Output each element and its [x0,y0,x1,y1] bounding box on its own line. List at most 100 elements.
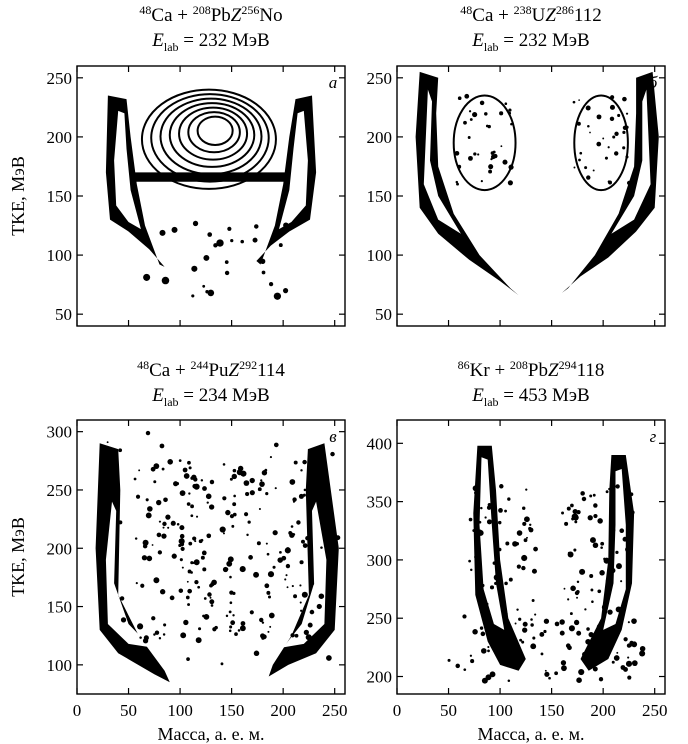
scatter-blob [261,270,266,275]
scatter-blob [272,565,276,569]
scatter-blob [470,659,475,664]
scatter-blob [135,654,141,661]
reaction-title-part: 86 [458,358,470,372]
scatter-blob [202,284,206,288]
scatter-blob [631,618,637,624]
scatter-blob [178,459,182,462]
scatter-blob [494,581,498,586]
energy-subscript: lab [164,40,179,54]
scatter-blob [279,550,282,554]
scatter-blob [260,479,263,482]
y-tick-label: 400 [367,434,393,453]
scatter-blob [326,655,332,661]
scatter-blob [625,155,629,159]
reaction-title-part: 48 [139,3,151,17]
scatter-blob [309,567,312,571]
scatter-blob [186,657,190,661]
scatter-blob [627,675,632,680]
scatter-blob [300,469,303,472]
scatter-blob [188,492,191,495]
scatter-blob [272,530,278,536]
scatter-blob [268,612,275,619]
scatter-blob [631,660,638,667]
scatter-blob [497,547,502,552]
scatter-blob [193,483,200,490]
scatter-blob [508,108,512,112]
y-tick-label: 200 [367,128,393,147]
scatter-blob [135,582,138,585]
scatter-blob [230,239,234,243]
scatter-blob [311,582,315,585]
scatter-blob [305,536,310,541]
scatter-blob [498,508,503,513]
scatter-blob [502,159,508,165]
scatter-blob [200,479,204,482]
scatter-blob [156,532,162,538]
scatter-blob [335,535,341,541]
scatter-blob [455,180,459,184]
scatter-blob [601,604,608,611]
scatter-blob [159,589,166,595]
plot-area [95,430,341,683]
reaction-title-part: No [259,5,282,26]
scatter-blob [573,619,580,626]
scatter-blob [615,606,622,613]
scatter-blob [613,655,620,661]
scatter-blob [209,596,212,599]
scatter-blob [249,610,254,615]
scatter-blob [142,638,149,644]
reaction-title-part: 244 [190,358,208,372]
y-tick-label: 50 [55,305,72,324]
scatter-blob [456,182,459,186]
energy-subscript: lab [484,395,499,409]
y-tick-label: 100 [47,656,73,675]
scatter-blob [578,99,580,101]
scatter-blob [572,508,578,515]
scatter-blob [462,614,467,619]
scatter-blob [584,166,588,170]
contour-line [187,111,241,154]
scatter-blob [485,124,489,128]
scatter-blob [309,609,315,615]
scatter-blob [261,621,265,624]
y-tick-label: 200 [367,668,393,687]
scatter-blob [290,525,294,528]
reaction-title-part: Z [545,5,556,26]
scatter-blob [609,104,615,110]
band-hole-left [114,110,141,230]
scatter-blob [614,131,619,136]
scatter-blob [207,289,215,297]
scatter-blob [162,633,166,636]
scatter-blob [493,574,500,581]
scatter-blob [290,633,295,638]
scatter-blob [288,531,293,535]
scatter-blob [196,515,199,518]
y-tick-label: 150 [47,598,73,617]
scatter-blob [589,573,594,578]
scatter-blob [480,648,487,654]
scatter-blob [612,490,615,494]
scatter-blob [622,125,628,130]
scatter-blob [493,630,497,635]
y-tick-label: 150 [367,187,393,206]
scatter-blob [222,532,225,535]
scatter-blob [310,464,315,470]
scatter-blob [504,102,508,106]
scatter-blob [267,595,272,599]
scatter-blob [284,578,287,581]
scatter-blob [158,520,162,523]
scatter-blob [261,470,268,476]
scatter-blob [533,546,538,552]
scatter-blob [596,141,602,147]
scatter-blob [640,651,644,656]
scatter-blob [489,585,495,590]
x-tick-label: 150 [219,701,245,720]
scatter-blob [178,588,184,593]
plot-frame [76,419,346,695]
scatter-blob [267,630,270,633]
reaction-title-part: 48 [137,358,149,372]
scatter-blob [530,623,534,627]
scatter-blob [468,155,473,161]
scatter-blob [153,577,160,584]
scatter-blob [186,580,189,583]
